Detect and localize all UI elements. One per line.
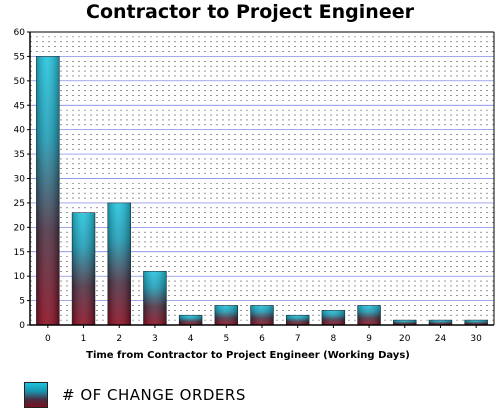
legend-swatch: [24, 382, 48, 408]
x-tick-label: 20: [399, 334, 411, 344]
bar-shading-5: [214, 305, 238, 325]
y-tick-label: 30: [14, 175, 26, 185]
x-tick-label: 1: [81, 334, 87, 344]
bar-shading-20: [393, 320, 417, 325]
x-tick-label: 5: [223, 334, 229, 344]
y-tick-label: 35: [14, 150, 25, 160]
bar-shading-4: [179, 315, 203, 325]
y-tick-label: 55: [14, 52, 25, 62]
x-tick-label: 8: [331, 334, 337, 344]
x-tick-label: 6: [259, 334, 265, 344]
y-tick-label: 40: [14, 126, 26, 136]
y-tick-label: 0: [19, 321, 25, 331]
x-tick-label: 4: [188, 334, 194, 344]
bar-shading-24: [429, 320, 452, 325]
legend-label: # OF CHANGE ORDERS: [62, 386, 246, 404]
y-tick-label: 5: [19, 297, 25, 307]
x-tick-label: 2: [116, 334, 122, 344]
bars: [36, 56, 488, 326]
x-axis-title: Time from Contractor to Project Engineer…: [86, 350, 410, 361]
y-tick-label: 15: [14, 248, 25, 258]
bar-shading-0: [36, 56, 60, 326]
bar-shading-6: [250, 305, 274, 325]
legend: # OF CHANGE ORDERS: [24, 382, 246, 408]
axes: [27, 31, 495, 328]
bar-shading-9: [357, 305, 381, 325]
x-tick-label: 24: [435, 334, 447, 344]
y-tick-label: 10: [14, 272, 26, 282]
x-tick-label: 9: [366, 334, 372, 344]
bar-shading-7: [286, 315, 310, 325]
bar-shading-8: [321, 310, 345, 325]
bar-shading-30: [464, 320, 488, 325]
bar-shading-1: [72, 212, 95, 325]
x-tick-label: 0: [45, 334, 51, 344]
y-tick-label: 50: [14, 77, 26, 87]
x-tick-label: 3: [152, 334, 158, 344]
y-tick-label: 60: [14, 28, 26, 38]
grid-lines: [30, 31, 494, 321]
y-tick-label: 25: [14, 199, 25, 209]
bar-shading-2: [107, 202, 131, 325]
chart-title: Contractor to Project Engineer: [86, 1, 414, 23]
y-tick-label: 45: [14, 101, 25, 111]
x-tick-label: 7: [295, 334, 301, 344]
y-tick-label: 20: [14, 223, 26, 233]
bar-shading-3: [143, 271, 167, 325]
x-tick-label: 30: [470, 334, 482, 344]
